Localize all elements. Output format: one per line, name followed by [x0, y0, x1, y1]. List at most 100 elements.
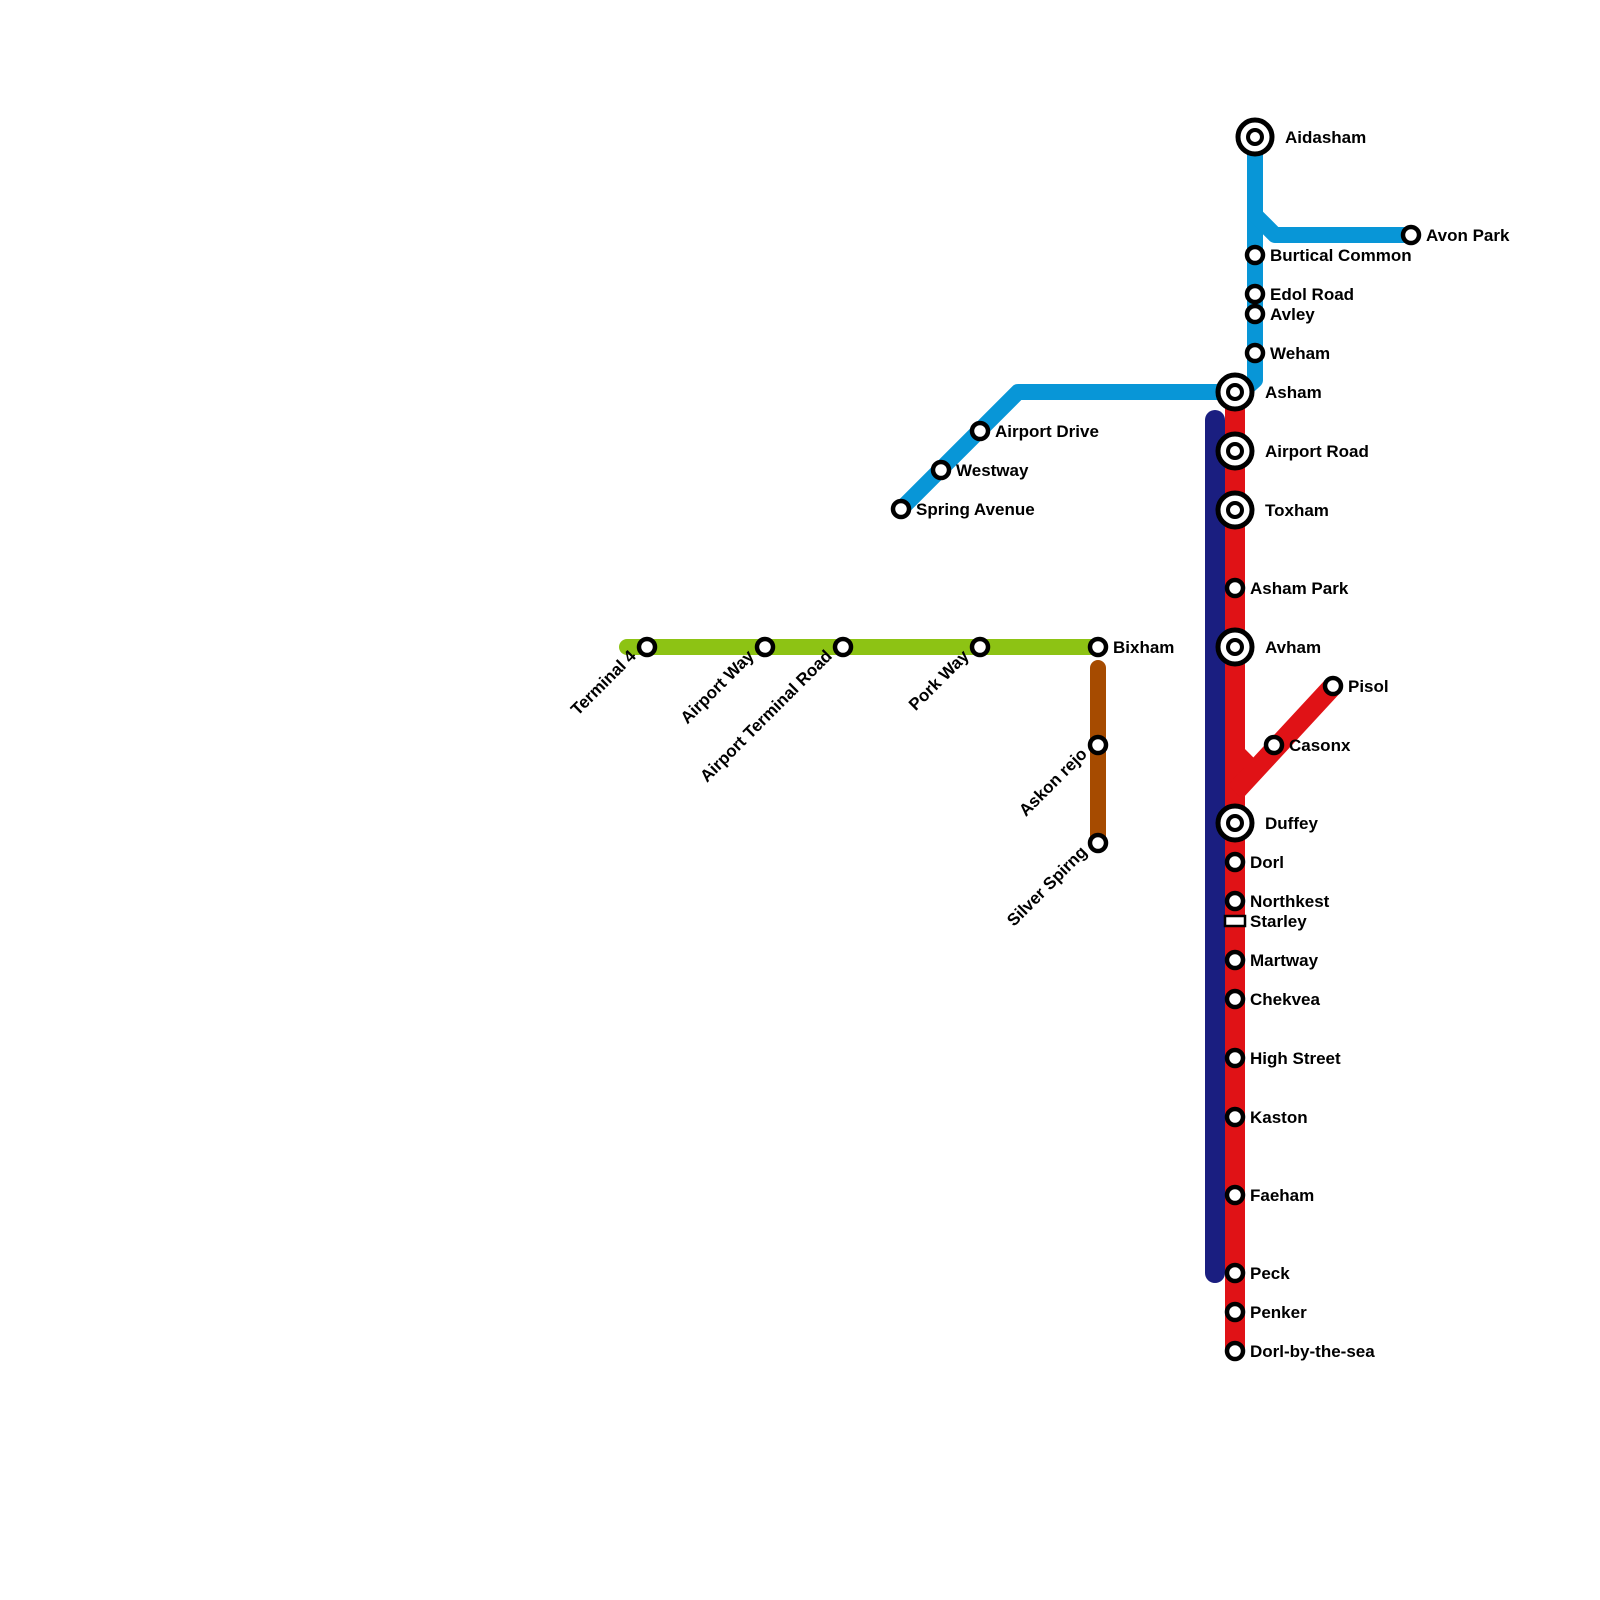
- station-dot-icon: [1246, 128, 1264, 146]
- station-label: Peck: [1250, 1264, 1290, 1283]
- line-blue: [893, 384, 1243, 517]
- station-label: Edol Road: [1270, 285, 1354, 304]
- station[interactable]: Airport Terminal Road: [696, 636, 854, 786]
- station-icon: [1224, 1301, 1246, 1323]
- station-icon: [1224, 1106, 1246, 1128]
- station-icon: [1224, 890, 1246, 912]
- station-label: Terminal 4: [567, 646, 640, 719]
- station-icon: [1224, 949, 1246, 971]
- station[interactable]: Penker: [1224, 1301, 1307, 1323]
- station-label: High Street: [1250, 1049, 1341, 1068]
- station[interactable]: Silver Spirng: [1003, 832, 1109, 930]
- station-label: Aidasham: [1285, 128, 1366, 147]
- station-icon: [1087, 636, 1109, 658]
- station[interactable]: Airport Road: [1215, 431, 1369, 471]
- station[interactable]: Kaston: [1224, 1106, 1308, 1128]
- station-label: Airport Terminal Road: [696, 646, 835, 785]
- station-icon: [1224, 1340, 1246, 1362]
- station[interactable]: Northkest: [1224, 890, 1330, 912]
- station-label: Chekvea: [1250, 990, 1320, 1009]
- station[interactable]: Starley: [1223, 912, 1307, 931]
- station[interactable]: Dorl-by-the-sea: [1224, 1340, 1375, 1362]
- station-label: Askon rejo: [1015, 744, 1091, 820]
- station[interactable]: Avon Park: [1400, 224, 1510, 246]
- station-label: Toxham: [1265, 501, 1329, 520]
- station[interactable]: Terminal 4: [567, 636, 658, 719]
- station[interactable]: Martway: [1224, 949, 1319, 971]
- station[interactable]: Dorl: [1224, 851, 1284, 873]
- station[interactable]: Westway: [930, 459, 1029, 481]
- station-icon: [754, 636, 776, 658]
- station[interactable]: Toxham: [1215, 490, 1329, 530]
- station-label: Avon Park: [1426, 226, 1510, 245]
- station-icon: [1400, 224, 1422, 246]
- line-blue-avon-branch: [1247, 207, 1419, 243]
- station-icon: [1244, 303, 1266, 325]
- station-label: Westway: [956, 461, 1029, 480]
- station-icon: [1244, 342, 1266, 364]
- station[interactable]: Spring Avenue: [890, 498, 1035, 520]
- station-label: Airport Drive: [995, 422, 1099, 441]
- station-label: Duffey: [1265, 814, 1318, 833]
- station-icon: [1322, 675, 1344, 697]
- station[interactable]: Asham Park: [1224, 577, 1349, 599]
- station[interactable]: Weham: [1244, 342, 1330, 364]
- station-label: Northkest: [1250, 892, 1330, 911]
- station[interactable]: Pisol: [1322, 675, 1389, 697]
- station-icon: [1224, 1262, 1246, 1284]
- station-icon: [832, 636, 854, 658]
- station[interactable]: Casonx: [1263, 734, 1351, 756]
- station[interactable]: Avley: [1244, 303, 1315, 325]
- halt-icon: [1223, 914, 1247, 928]
- station-icon: [1087, 832, 1109, 854]
- station-dot-icon: [1226, 638, 1244, 656]
- station-label: Pork Way: [905, 646, 973, 714]
- station-label: Faeham: [1250, 1186, 1314, 1205]
- station-label: Weham: [1270, 344, 1330, 363]
- station-icon: [1224, 577, 1246, 599]
- station[interactable]: Airport Drive: [969, 420, 1099, 442]
- station-label: Airport Way: [677, 646, 758, 727]
- station-icon: [1224, 1047, 1246, 1069]
- station-dot-icon: [1226, 814, 1244, 832]
- station-icon: [890, 498, 912, 520]
- station-icon: [1224, 851, 1246, 873]
- station-label: Avley: [1270, 305, 1315, 324]
- station[interactable]: Peck: [1224, 1262, 1290, 1284]
- station-label: Martway: [1250, 951, 1319, 970]
- station-icon: [636, 636, 658, 658]
- station[interactable]: Asham: [1215, 372, 1322, 412]
- station-icon: [1224, 1184, 1246, 1206]
- station[interactable]: High Street: [1224, 1047, 1341, 1069]
- station[interactable]: Bixham: [1087, 636, 1174, 658]
- station-icon: [1263, 734, 1285, 756]
- station-icon: [1224, 988, 1246, 1010]
- station-label: Asham: [1265, 383, 1322, 402]
- station-label: Casonx: [1289, 736, 1351, 755]
- station[interactable]: Chekvea: [1224, 988, 1320, 1010]
- station-label: Penker: [1250, 1303, 1307, 1322]
- station[interactable]: Duffey: [1215, 803, 1318, 843]
- station[interactable]: Burtical Common: [1244, 244, 1412, 266]
- line-red-spur: [1233, 747, 1263, 777]
- station-dot-icon: [1226, 442, 1244, 460]
- station-label: Kaston: [1250, 1108, 1308, 1127]
- station-label: Spring Avenue: [916, 500, 1035, 519]
- station-label: Bixham: [1113, 638, 1174, 657]
- station-icon: [1244, 244, 1266, 266]
- station[interactable]: Edol Road: [1244, 283, 1354, 305]
- station-icon: [930, 459, 952, 481]
- station-label: Starley: [1250, 912, 1307, 931]
- station-label: Pisol: [1348, 677, 1389, 696]
- station-dot-icon: [1226, 383, 1244, 401]
- station-label: Asham Park: [1250, 579, 1349, 598]
- station[interactable]: Aidasham: [1235, 117, 1366, 157]
- station[interactable]: Avham: [1215, 627, 1321, 667]
- station-label: Silver Spirng: [1003, 842, 1091, 930]
- station-label: Burtical Common: [1270, 246, 1412, 265]
- station[interactable]: Faeham: [1224, 1184, 1314, 1206]
- station-label: Airport Road: [1265, 442, 1369, 461]
- station-label: Avham: [1265, 638, 1321, 657]
- station-icon: [969, 420, 991, 442]
